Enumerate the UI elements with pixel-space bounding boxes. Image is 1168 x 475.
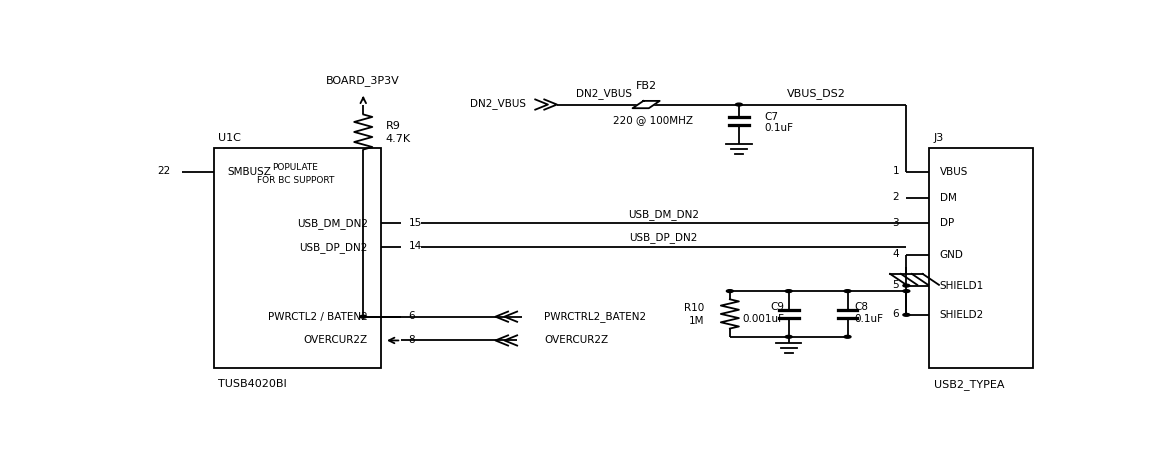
Text: VBUS: VBUS xyxy=(940,167,968,177)
Text: 6: 6 xyxy=(892,309,899,319)
Circle shape xyxy=(360,315,367,318)
Circle shape xyxy=(844,290,851,293)
Text: OVERCUR2Z: OVERCUR2Z xyxy=(304,335,368,345)
Circle shape xyxy=(785,290,792,293)
Text: 22: 22 xyxy=(158,166,171,177)
Bar xyxy=(214,148,381,368)
Circle shape xyxy=(785,335,792,338)
Text: 8: 8 xyxy=(409,335,415,345)
Text: 2: 2 xyxy=(892,192,899,202)
Polygon shape xyxy=(633,101,660,108)
Text: 6: 6 xyxy=(409,311,415,321)
Circle shape xyxy=(844,335,851,338)
Circle shape xyxy=(726,290,734,293)
Text: SHIELD2: SHIELD2 xyxy=(940,310,985,320)
Text: 4.7K: 4.7K xyxy=(385,134,411,144)
Text: 220 @ 100MHZ: 220 @ 100MHZ xyxy=(613,115,694,125)
Text: 5: 5 xyxy=(892,280,899,290)
Text: PWRCTL2 / BATEN2: PWRCTL2 / BATEN2 xyxy=(267,312,368,322)
Text: C7: C7 xyxy=(764,113,778,123)
Text: 0.1uF: 0.1uF xyxy=(764,123,793,133)
Circle shape xyxy=(903,284,910,287)
Circle shape xyxy=(736,103,743,106)
Text: USB_DM_DN2: USB_DM_DN2 xyxy=(297,218,368,229)
Text: USB2_TYPEA: USB2_TYPEA xyxy=(933,379,1004,390)
Text: 4: 4 xyxy=(892,249,899,259)
Text: R9: R9 xyxy=(385,122,401,132)
Text: U1C: U1C xyxy=(218,133,242,143)
Text: BOARD_3P3V: BOARD_3P3V xyxy=(326,76,401,86)
Text: 1M: 1M xyxy=(689,315,704,325)
Text: SHIELD1: SHIELD1 xyxy=(940,281,985,291)
Text: 14: 14 xyxy=(409,241,422,251)
Text: J3: J3 xyxy=(933,133,944,143)
Text: SMBUSZ: SMBUSZ xyxy=(228,167,271,177)
Text: TUSB4020BI: TUSB4020BI xyxy=(218,380,287,390)
Text: C8: C8 xyxy=(855,303,869,313)
Text: PWRCTRL2_BATEN2: PWRCTRL2_BATEN2 xyxy=(544,311,646,322)
Text: OVERCUR2Z: OVERCUR2Z xyxy=(544,335,609,345)
Text: FB2: FB2 xyxy=(635,81,656,91)
Text: 0.1uF: 0.1uF xyxy=(855,314,884,324)
Text: DN2_VBUS: DN2_VBUS xyxy=(576,88,632,99)
Text: DM: DM xyxy=(940,193,957,203)
Circle shape xyxy=(903,290,910,293)
Bar xyxy=(929,148,1033,368)
Text: USB_DP_DN2: USB_DP_DN2 xyxy=(299,242,368,253)
Text: USB_DM_DN2: USB_DM_DN2 xyxy=(628,209,700,220)
Text: VBUS_DS2: VBUS_DS2 xyxy=(786,88,846,99)
Text: POPULATE
FOR BC SUPPORT: POPULATE FOR BC SUPPORT xyxy=(257,163,334,185)
Text: DN2_VBUS: DN2_VBUS xyxy=(471,98,526,109)
Text: USB_DP_DN2: USB_DP_DN2 xyxy=(630,233,698,244)
Text: 15: 15 xyxy=(409,218,422,228)
Text: 1: 1 xyxy=(892,166,899,177)
Text: GND: GND xyxy=(940,249,964,259)
Text: 3: 3 xyxy=(892,218,899,228)
Text: R10: R10 xyxy=(684,304,704,314)
Text: 0.001uF: 0.001uF xyxy=(742,314,784,324)
Text: DP: DP xyxy=(940,218,954,228)
Circle shape xyxy=(903,314,910,316)
Text: C9: C9 xyxy=(770,303,784,313)
